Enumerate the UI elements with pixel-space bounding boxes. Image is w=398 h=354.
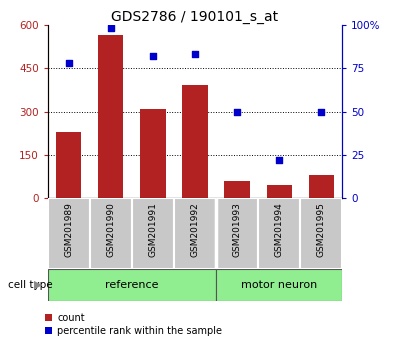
Text: GSM201993: GSM201993 <box>232 202 242 257</box>
Bar <box>308 175 334 198</box>
Point <box>318 109 324 114</box>
Bar <box>267 185 292 198</box>
Bar <box>174 198 216 269</box>
Text: GSM201989: GSM201989 <box>64 202 73 257</box>
Bar <box>140 109 166 198</box>
Bar <box>48 269 216 301</box>
Point <box>108 25 114 31</box>
Title: GDS2786 / 190101_s_at: GDS2786 / 190101_s_at <box>111 10 279 24</box>
Text: reference: reference <box>105 280 159 290</box>
Bar <box>48 198 90 269</box>
Point <box>276 157 282 163</box>
Bar <box>182 85 208 198</box>
Bar <box>216 269 342 301</box>
Bar <box>90 198 132 269</box>
Text: GSM201994: GSM201994 <box>275 202 284 257</box>
Point <box>192 51 198 57</box>
Text: GSM201995: GSM201995 <box>317 202 326 257</box>
Text: GSM201991: GSM201991 <box>148 202 158 257</box>
Bar <box>98 35 123 198</box>
Bar <box>300 198 342 269</box>
Legend: count, percentile rank within the sample: count, percentile rank within the sample <box>45 313 222 336</box>
Bar <box>132 198 174 269</box>
Point <box>66 60 72 66</box>
Bar <box>56 132 82 198</box>
Text: GSM201990: GSM201990 <box>106 202 115 257</box>
Text: GSM201992: GSM201992 <box>191 202 199 257</box>
Bar <box>216 198 258 269</box>
Text: cell type: cell type <box>8 280 53 290</box>
Point <box>234 109 240 114</box>
Point <box>150 53 156 59</box>
Text: motor neuron: motor neuron <box>241 280 317 290</box>
Bar <box>258 198 300 269</box>
Text: ▶: ▶ <box>33 280 42 290</box>
Bar <box>224 181 250 198</box>
